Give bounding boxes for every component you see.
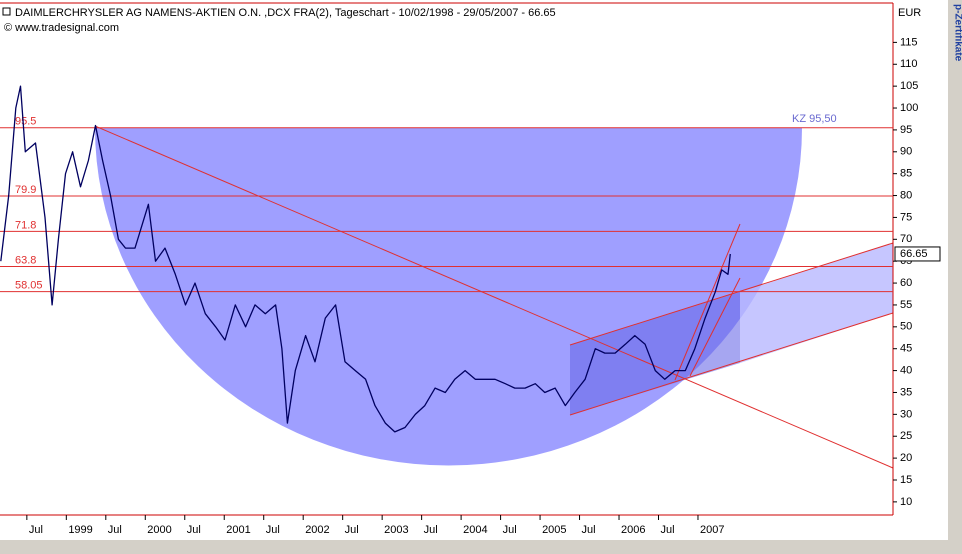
x-tick-label: 2000 <box>147 524 171 536</box>
level-label: 63.8 <box>15 254 36 266</box>
y-tick-label: 60 <box>900 277 912 289</box>
x-tick-label: Jul <box>503 524 517 536</box>
y-tick-label: 20 <box>900 452 912 464</box>
icon <box>2 7 11 16</box>
x-tick-label: Jul <box>108 524 122 536</box>
y-tick-label: 70 <box>900 233 912 245</box>
x-tick-label: Jul <box>187 524 201 536</box>
y-tick-label: 85 <box>900 168 912 180</box>
y-tick-label: 55 <box>900 299 912 311</box>
y-tick-label: 10 <box>900 496 912 508</box>
x-tick-label: Jul <box>29 524 43 536</box>
y-tick-label: 45 <box>900 343 912 355</box>
y-tick-label: 75 <box>900 211 912 223</box>
x-tick-label: Jul <box>424 524 438 536</box>
x-tick-label: 2002 <box>305 524 329 536</box>
chart-title: DAIMLERCHRYSLER AG NAMENS-AKTIEN O.N. ,D… <box>15 7 556 19</box>
x-tick-label: 1999 <box>68 524 92 536</box>
x-tick-label: 2006 <box>621 524 645 536</box>
level-label: 58.05 <box>15 280 43 292</box>
channel-projection <box>740 243 893 363</box>
y-tick-label: 25 <box>900 430 912 442</box>
y-tick-label: 100 <box>900 102 918 114</box>
level-label: 79.9 <box>15 184 36 196</box>
regression-channel <box>570 292 740 415</box>
drawing-tools <box>94 125 894 469</box>
x-tick-label: 2007 <box>700 524 724 536</box>
chart-subtitle: © www.tradesignal.com <box>4 22 119 34</box>
x-tick-label: 2005 <box>542 524 566 536</box>
x-tick-label: 2004 <box>463 524 487 536</box>
channel-lower <box>569 312 894 416</box>
trend-line <box>94 125 894 469</box>
y-axis-label: EUR <box>898 7 921 19</box>
y-tick-label: 15 <box>900 474 912 486</box>
x-tick-label: Jul <box>582 524 596 536</box>
y-tick-label: 80 <box>900 189 912 201</box>
price-line <box>0 85 731 433</box>
y-tick-label: 115 <box>900 36 918 48</box>
x-tick-label: Jul <box>660 524 674 536</box>
annotation: KZ 95,50 <box>792 113 837 125</box>
x-tick-label: 2003 <box>384 524 408 536</box>
steep-trend <box>689 277 741 377</box>
x-tick-label: Jul <box>266 524 280 536</box>
y-tick-label: 105 <box>900 80 918 92</box>
level-label: 71.8 <box>15 219 36 231</box>
x-tick-label: 2001 <box>226 524 250 536</box>
y-tick-label: 30 <box>900 408 912 420</box>
last-value-box <box>894 246 941 262</box>
y-tick-label: 90 <box>900 146 912 158</box>
x-tick-label: Jul <box>345 524 359 536</box>
side-text: p-Zertifikate <box>952 4 962 62</box>
y-tick-label: 50 <box>900 321 912 333</box>
y-tick-label: 110 <box>900 58 918 70</box>
y-tick-label: 35 <box>900 386 912 398</box>
y-tick-label: 95 <box>900 124 912 136</box>
level-label: 95.5 <box>15 116 36 128</box>
last-value-label: 66.65 <box>900 248 928 260</box>
steep-trend <box>674 223 741 381</box>
y-tick-label: 40 <box>900 364 912 376</box>
